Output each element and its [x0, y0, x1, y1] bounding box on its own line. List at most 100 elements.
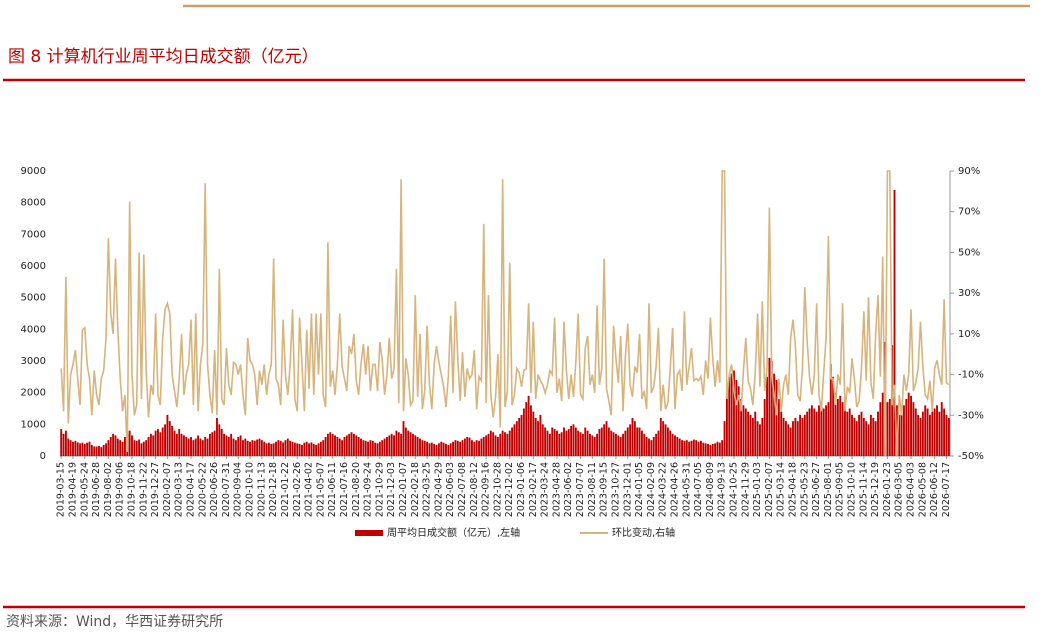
bar — [159, 432, 162, 456]
bar — [697, 441, 700, 456]
x-tick-label: 2024-10-25 — [728, 462, 739, 517]
bar — [74, 440, 77, 456]
bar — [723, 421, 726, 456]
bar — [903, 405, 905, 456]
x-tick-label: 2026-06-12 — [929, 462, 940, 517]
bar — [135, 440, 138, 456]
bar — [442, 442, 445, 456]
x-tick-label: 2025-05-23 — [799, 462, 810, 517]
bar — [622, 433, 624, 456]
bar — [72, 441, 74, 456]
bar — [789, 427, 792, 456]
x-tick-label: 2026-07-17 — [941, 462, 952, 517]
bar — [237, 437, 240, 456]
bar — [270, 443, 273, 456]
x-tick-label: 2026-04-03 — [906, 462, 917, 517]
bar — [851, 414, 853, 456]
bar — [112, 433, 115, 456]
bar — [836, 399, 839, 456]
bar — [95, 446, 98, 456]
bar — [671, 433, 674, 456]
bar — [730, 373, 733, 456]
bar — [917, 414, 920, 456]
bar — [386, 437, 388, 456]
x-tick-label: 2023-08-11 — [587, 462, 598, 517]
x-tick-label: 2024-07-05 — [693, 462, 704, 517]
x-tick-label: 2021-08-20 — [351, 462, 362, 517]
bar — [305, 441, 308, 456]
bar — [119, 440, 122, 456]
bar — [678, 438, 681, 456]
bar — [704, 443, 707, 456]
bar — [742, 405, 745, 456]
x-tick-label: 2024-03-22 — [658, 462, 669, 517]
bar — [643, 433, 646, 456]
bar — [348, 433, 351, 456]
bar — [286, 438, 289, 456]
x-tick-label: 2024-01-05 — [634, 462, 645, 517]
x-tick-label: 2025-03-14 — [776, 462, 787, 517]
bar — [433, 443, 436, 456]
bar — [551, 427, 554, 456]
bar — [926, 408, 929, 456]
bar — [293, 442, 296, 456]
bar — [86, 442, 89, 456]
y-tick-label: 7000 — [21, 229, 46, 240]
x-tick-label: 2023-03-24 — [540, 462, 551, 517]
bar — [239, 435, 242, 456]
bar — [737, 386, 740, 456]
bar — [537, 421, 539, 456]
x-tick-label: 2023-09-15 — [599, 462, 610, 517]
bar — [633, 421, 636, 456]
bar — [572, 424, 575, 456]
bar — [539, 414, 542, 456]
bar — [603, 424, 606, 456]
bar — [100, 447, 103, 456]
bar — [267, 442, 270, 456]
bar — [589, 433, 591, 456]
bar — [518, 418, 521, 456]
bar — [586, 430, 589, 456]
bar — [619, 437, 622, 456]
bar — [388, 435, 391, 456]
x-tick-label: 2024-05-31 — [681, 462, 692, 517]
bar — [480, 438, 483, 456]
bar — [933, 408, 936, 456]
x-tick-label: 2020-02-07 — [162, 462, 173, 517]
bar — [383, 438, 386, 456]
bar — [338, 438, 341, 456]
bar — [893, 190, 896, 456]
bar — [921, 411, 924, 456]
bar — [223, 433, 226, 456]
bar — [225, 435, 228, 456]
bar — [397, 432, 400, 456]
bar — [591, 435, 594, 456]
bar — [794, 418, 797, 456]
bar — [357, 437, 360, 456]
bar — [227, 437, 230, 456]
x-tick-label: 2023-10-27 — [610, 462, 621, 517]
bar — [685, 440, 688, 456]
x-tick-label: 2024-09-13 — [717, 462, 728, 517]
x-tick-label: 2023-06-02 — [563, 462, 574, 517]
bar — [393, 435, 395, 456]
bar — [279, 440, 282, 456]
bar — [688, 441, 691, 456]
bar — [924, 405, 927, 456]
bar — [419, 438, 421, 456]
bar — [777, 399, 780, 456]
bar — [818, 405, 820, 456]
bar — [928, 414, 931, 456]
bar — [98, 445, 100, 456]
bar — [832, 376, 835, 456]
bar — [879, 402, 882, 456]
bar — [449, 443, 452, 456]
bar — [735, 380, 738, 456]
bar — [114, 435, 117, 456]
bar — [102, 444, 105, 456]
bar — [138, 439, 141, 456]
bar — [666, 427, 669, 456]
bar — [256, 439, 259, 456]
x-tick-label: 2019-11-22 — [138, 462, 149, 517]
bar — [76, 442, 79, 456]
